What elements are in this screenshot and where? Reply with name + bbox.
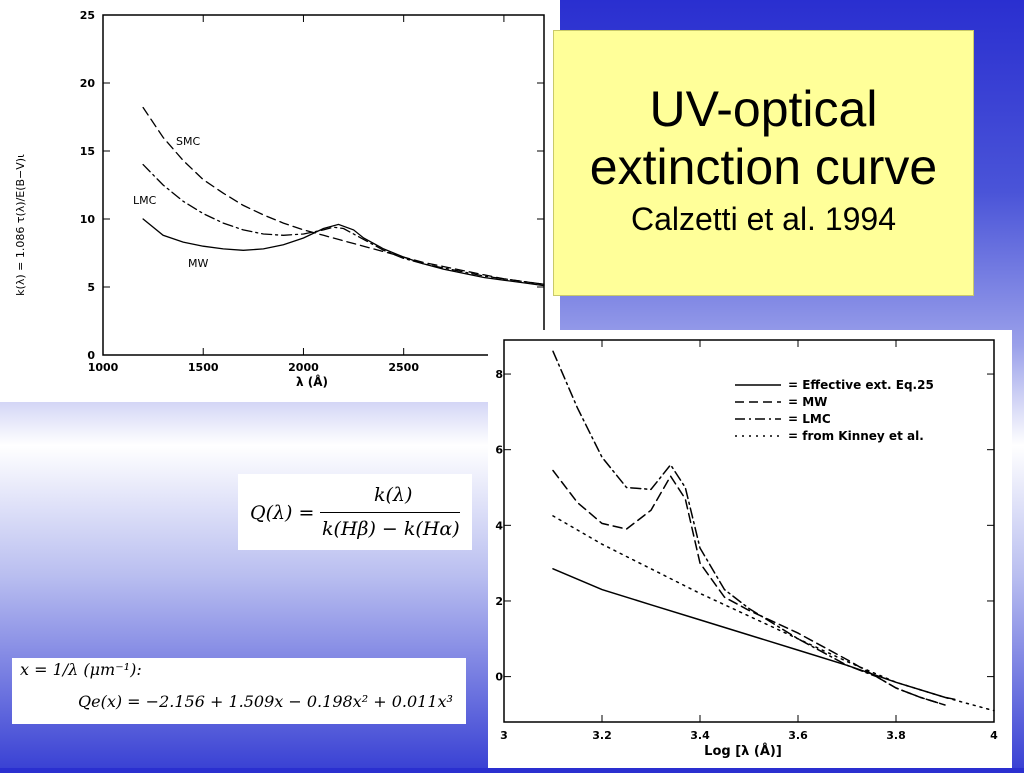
series-line-0 (552, 568, 956, 701)
y-tick-label: 0 (495, 671, 503, 684)
y-tick-label: 25 (80, 9, 95, 22)
slide-title-line2: extinction curve (589, 139, 938, 195)
eq1-denominator: k(Hβ) − k(Hα) (322, 518, 460, 540)
series-line-2 (142, 218, 545, 287)
eq1-lhs: Q(λ) = (250, 502, 315, 524)
series-line-1 (142, 163, 545, 285)
chart1-ticks: 100015002000250030000510152025 (80, 9, 544, 374)
y-tick-label: 20 (80, 77, 96, 90)
x-tick-label: 3 (500, 729, 508, 742)
y-tick-label: 10 (80, 213, 96, 226)
legend-label-1: = MW (788, 395, 827, 409)
y-tick-label: 5 (87, 281, 95, 294)
y-tick-label: 2 (495, 595, 503, 608)
series-line-3 (552, 515, 995, 712)
x-tick-label: 1000 (88, 361, 119, 374)
x-tick-label: 1500 (188, 361, 219, 374)
chart1-frame (102, 14, 545, 356)
x-tick-label: 3.6 (788, 729, 808, 742)
y-tick-label: 6 (495, 444, 503, 457)
eq1-fraction-bar (320, 512, 460, 513)
chart1-svg: 100015002000250030000510152025 λ (Å) k(λ… (14, 9, 545, 389)
legend-label-3: = from Kinney et al. (788, 429, 924, 443)
eq2-line2: Qe(x) = −2.156 + 1.509x − 0.198x² + 0.01… (78, 692, 453, 711)
y-tick-label: 4 (495, 519, 503, 532)
slide-citation: Calzetti et al. 1994 (630, 201, 897, 237)
eq2-line1: x = 1/λ (μm⁻¹): (20, 660, 142, 679)
equation-q-lambda: Q(λ) = k(λ) k(Hβ) − k(Hα) (238, 474, 472, 550)
chart2-frame (503, 339, 995, 723)
x-tick-label: 2500 (388, 361, 419, 374)
series-line-0 (142, 106, 545, 285)
chart1-series (142, 106, 545, 287)
title-box: UV-optical extinction curve Calzetti et … (553, 30, 974, 296)
chart1-ylabel: k(λ) = 1.086 τ(λ)/E(B−V)ι (14, 154, 27, 296)
chart1-label-lmc: LMC (133, 194, 157, 207)
y-tick-label: 0 (87, 349, 95, 362)
chart-log-lambda-comparison: 3 3.2 3.4 3.6 3.8 4 0 2 4 6 8 = Effective ext. Eq.… (488, 330, 1012, 768)
x-tick-label: 2000 (288, 361, 319, 374)
chart1-label-mw: MW (188, 257, 208, 270)
chart-extinction-k-lambda: 100015002000250030000510152025 λ (Å) k(λ… (0, 0, 560, 402)
chart1-label-smc: SMC (176, 135, 200, 148)
legend-label-0: = Effective ext. Eq.25 (788, 378, 934, 392)
x-tick-label: 3.4 (690, 729, 710, 742)
legend-label-2: = LMC (788, 412, 831, 426)
chart2-svg: 3 3.2 3.4 3.6 3.8 4 0 2 4 6 8 = Effective ext. Eq.… (495, 339, 998, 759)
chart2-xlabel: Log [λ (Å)] (704, 743, 782, 759)
slide-title-line1: UV-optical (649, 81, 878, 137)
chart2-ticks: 3 3.2 3.4 3.6 3.8 4 0 2 4 6 8 (495, 340, 998, 742)
series-line-2 (552, 350, 946, 706)
equation-qe-x: x = 1/λ (μm⁻¹): Qe(x) = −2.156 + 1.509x … (12, 658, 466, 724)
x-tick-label: 4 (990, 729, 998, 742)
chart2-series (552, 350, 995, 712)
eq1-numerator: k(λ) (374, 484, 413, 506)
chart1-xlabel: λ (Å) (296, 374, 328, 389)
x-tick-label: 3.2 (592, 729, 612, 742)
x-tick-label: 3.8 (886, 729, 906, 742)
chart2-legend: = Effective ext. Eq.25 = MW = LMC = from Ki… (735, 378, 934, 443)
y-tick-label: 15 (80, 145, 95, 158)
series-line-1 (552, 469, 946, 706)
y-tick-label: 8 (495, 368, 503, 381)
